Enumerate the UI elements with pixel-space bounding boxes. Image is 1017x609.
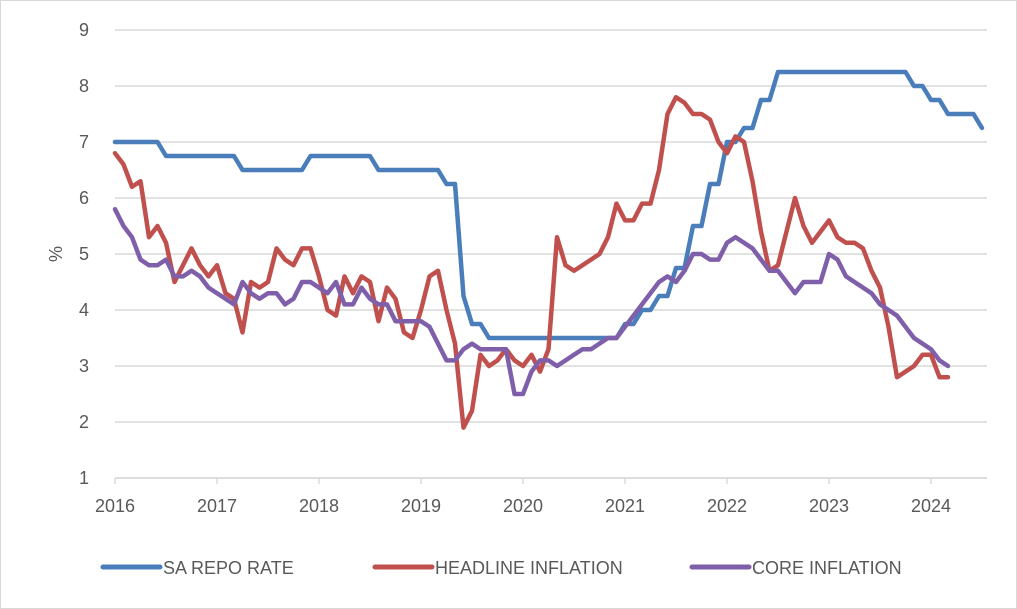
x-tick-label: 2017 [197,496,237,516]
y-tick-label: 4 [79,300,89,320]
legend-item-sa-repo-rate: SA REPO RATE [100,558,294,578]
y-tick-label: 8 [79,76,89,96]
x-tick-label: 2022 [707,496,747,516]
legend-label: SA REPO RATE [163,558,294,578]
x-tick-label: 2019 [401,496,441,516]
x-tick-label: 2016 [95,496,135,516]
legend-item-core-inflation: CORE INFLATION [689,558,902,578]
y-tick-label: 2 [79,412,89,432]
x-tick-label: 2020 [503,496,543,516]
x-tick-label: 2018 [299,496,339,516]
y-tick-label: 3 [79,356,89,376]
series-line-sa-repo-rate [112,69,985,341]
legend-item-headline-inflation: HEADLINE INFLATION [372,558,623,578]
gridlines [115,29,987,479]
y-tick-label: 9 [79,20,89,40]
legend-label: CORE INFLATION [752,558,902,578]
y-tick-label: 7 [79,132,89,152]
y-tick-label: 1 [79,468,89,488]
y-tick-label: 6 [79,188,89,208]
series-lines [112,69,985,430]
y-tick-label: 5 [79,244,89,264]
y-axis-ticks: 1 2 3 4 5 6 7 8 9 [79,20,89,488]
x-axis: 2016 2017 2018 2019 2020 2021 2022 2023 2024 [95,477,987,516]
y-axis-title: % [46,246,66,262]
x-tick-label: 2023 [809,496,849,516]
series-line-headline-inflation [112,94,951,430]
series-line-core-inflation [112,206,951,397]
x-tick-label: 2021 [605,496,645,516]
x-tick-label: 2024 [911,496,951,516]
legend: SA REPO RATE HEADLINE INFLATION CORE INFLA… [100,558,902,578]
legend-label: HEADLINE INFLATION [435,558,623,578]
